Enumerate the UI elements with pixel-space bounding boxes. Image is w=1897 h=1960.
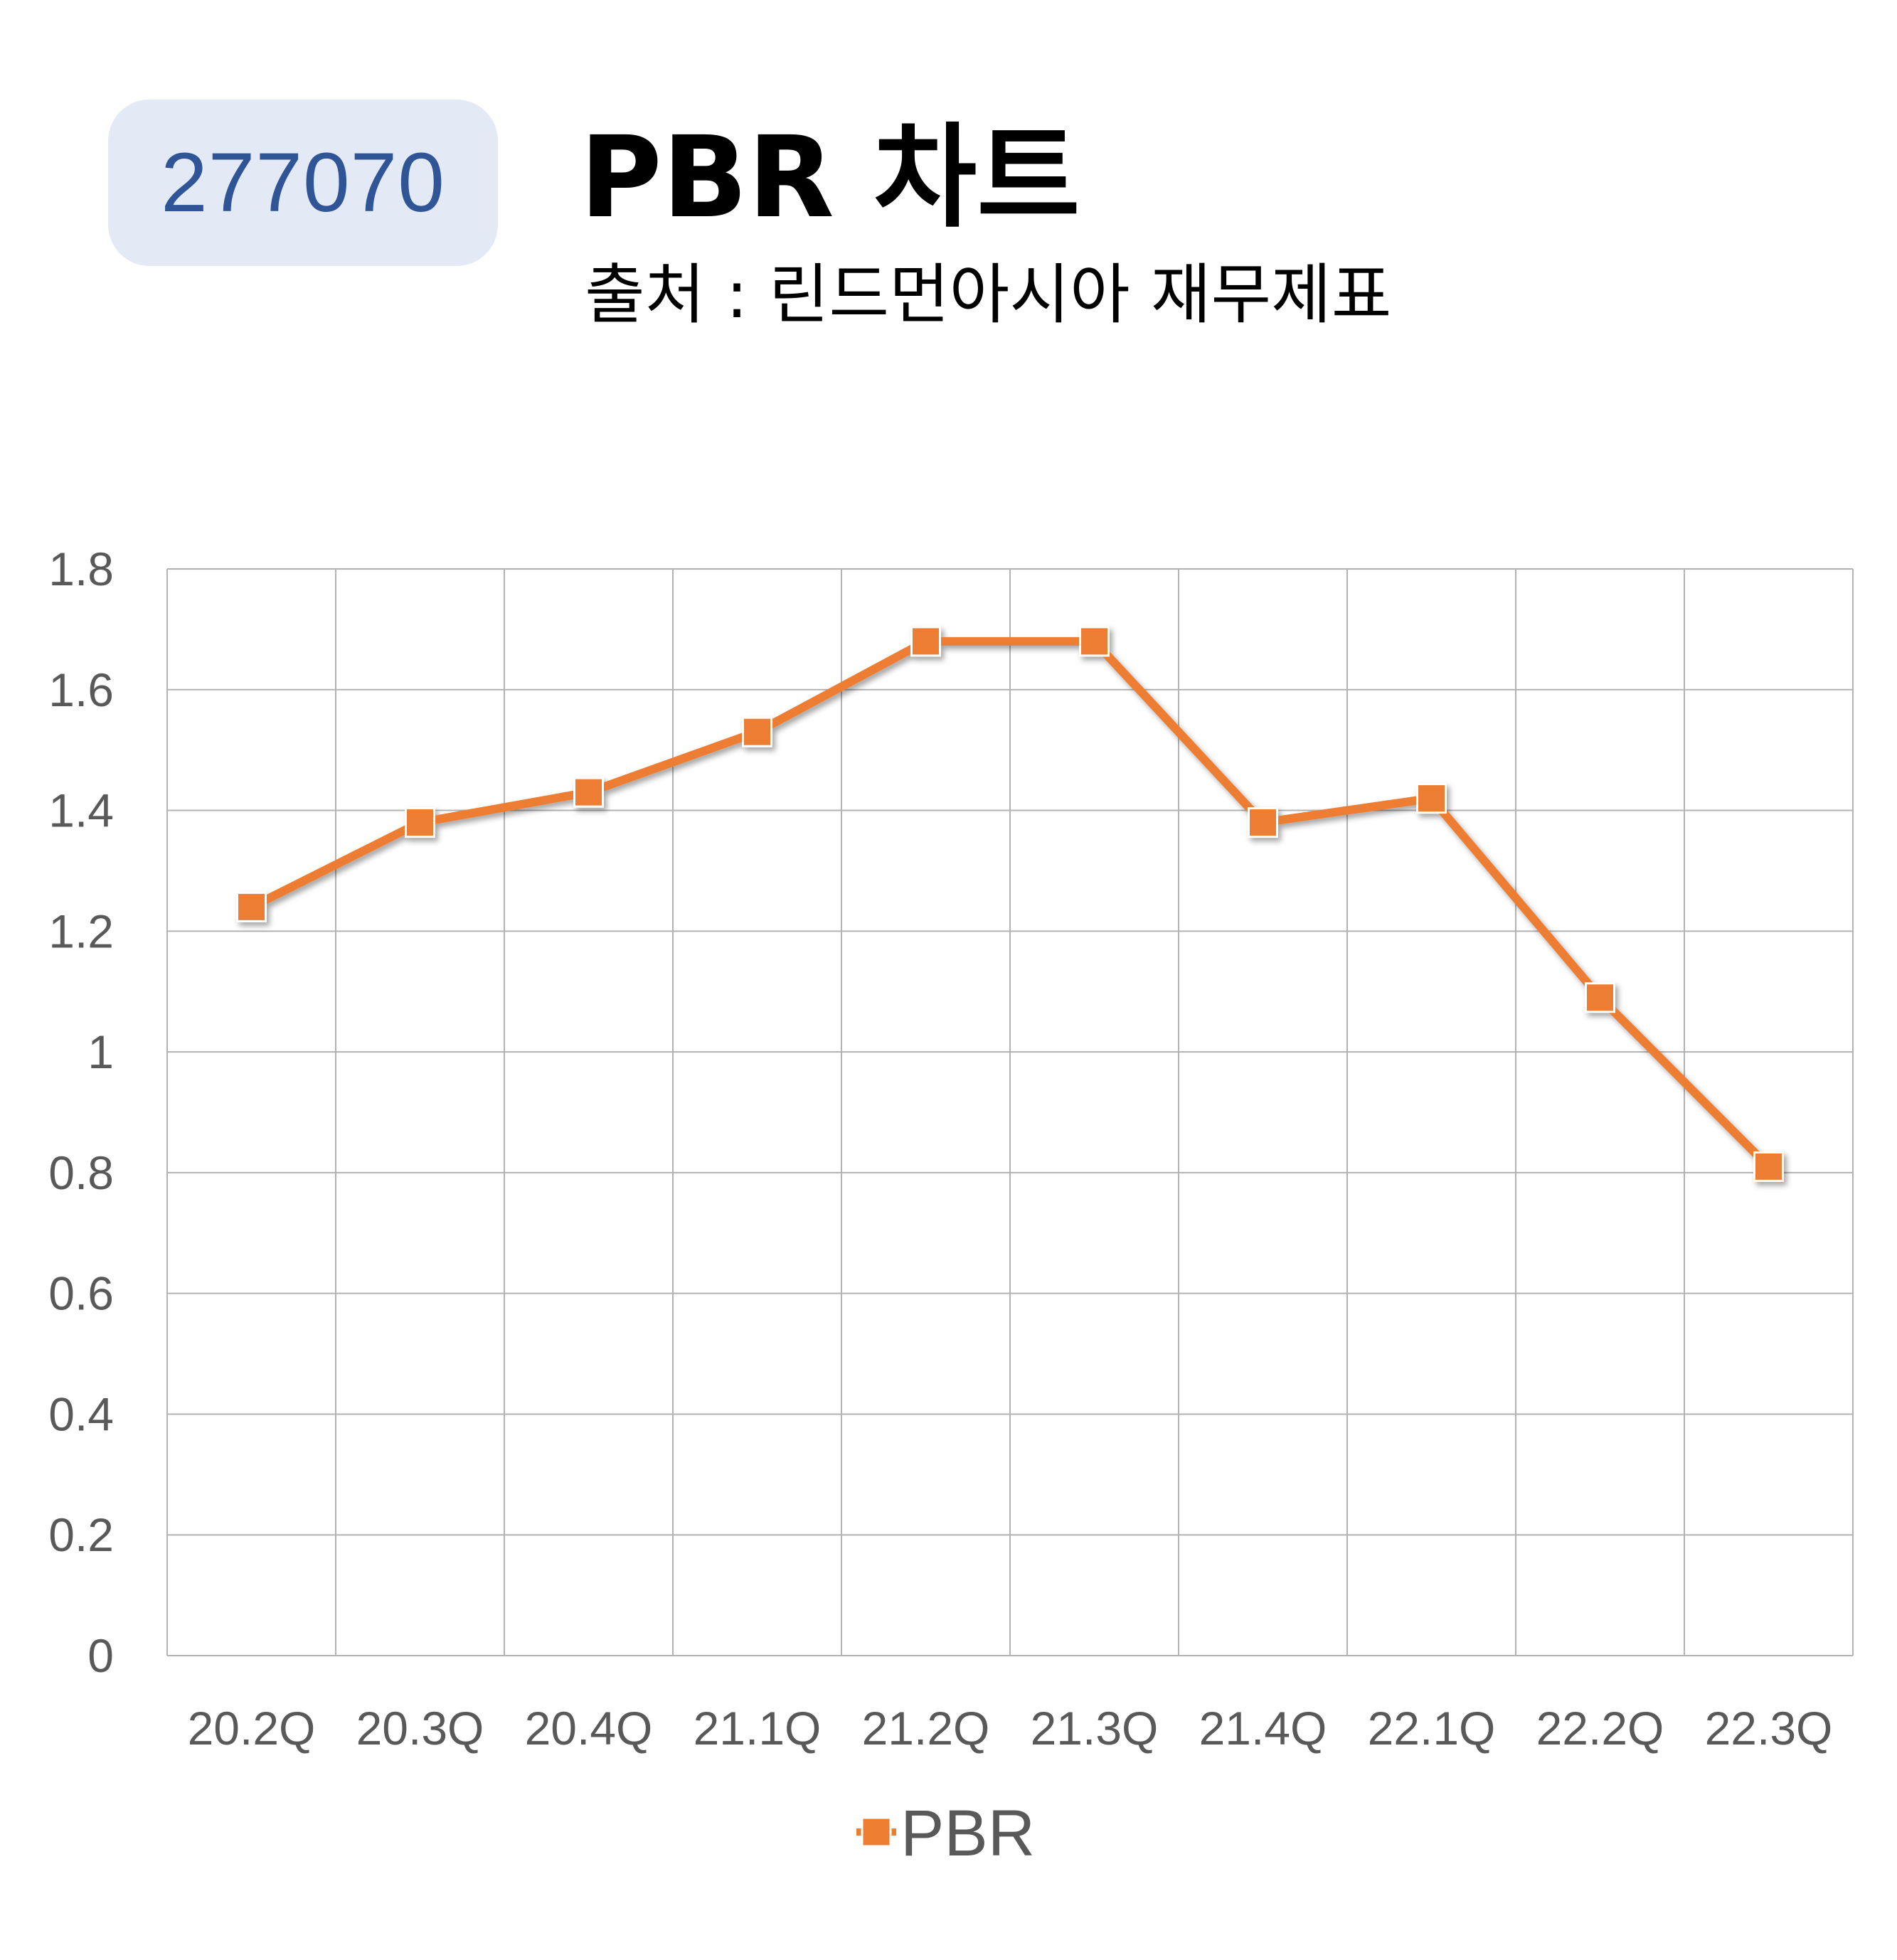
data-point-marker — [1585, 982, 1615, 1013]
y-tick-label: 0.2 — [48, 1508, 114, 1561]
y-tick-label: 0.4 — [48, 1388, 114, 1440]
x-tick-label: 22.1Q — [1368, 1702, 1496, 1754]
legend-marker — [861, 1816, 892, 1848]
chart-title: PBR 차트 — [580, 112, 1080, 243]
data-point-marker — [1753, 1151, 1784, 1182]
x-axis-ticks: 20.2Q 20.3Q 20.4Q 21.1Q 21.2Q 21.3Q 21.4Q 22.1Q… — [188, 1702, 1833, 1754]
x-tick-label: 21.3Q — [1031, 1702, 1159, 1754]
y-axis-ticks: 0 0.2 0.4 0.6 0.8 1 1.2 1.4 1.6 1.8 — [48, 543, 114, 1682]
data-point-marker — [742, 716, 772, 747]
x-tick-label: 21.1Q — [694, 1702, 822, 1754]
series-line-pbr — [249, 637, 1772, 1170]
chart-subtitle: 출처 : 린드먼아시아 재무제표 — [585, 257, 1392, 333]
x-tick-label: 20.4Q — [525, 1702, 653, 1754]
x-tick-label: 21.4Q — [1199, 1702, 1327, 1754]
y-tick-label: 1.2 — [48, 905, 114, 957]
stock-code-badge: 277070 — [108, 100, 498, 266]
data-point-marker — [910, 626, 941, 657]
y-tick-label: 1.8 — [48, 543, 114, 595]
legend-label: PBR — [900, 1797, 1035, 1870]
data-point-marker — [1416, 783, 1447, 814]
data-point-marker — [1079, 626, 1110, 657]
y-tick-label: 0 — [87, 1629, 114, 1682]
y-tick-label: 1.6 — [48, 664, 114, 716]
series-pbr — [236, 626, 1784, 1182]
data-point-marker — [405, 807, 435, 838]
legend: PBR — [856, 1797, 1035, 1870]
grid-lines — [166, 568, 1854, 1656]
x-tick-label: 22.3Q — [1705, 1702, 1833, 1754]
y-tick-label: 0.6 — [48, 1267, 114, 1320]
x-tick-label: 22.2Q — [1536, 1702, 1664, 1754]
y-tick-label: 1 — [87, 1026, 114, 1078]
x-tick-label: 21.2Q — [862, 1702, 990, 1754]
data-point-marker — [236, 891, 267, 922]
x-tick-label: 20.3Q — [356, 1702, 484, 1754]
x-tick-label: 20.2Q — [188, 1702, 316, 1754]
y-tick-label: 1.4 — [48, 784, 114, 837]
y-tick-label: 0.8 — [48, 1146, 114, 1199]
data-point-marker — [573, 777, 604, 808]
data-point-marker — [1248, 807, 1278, 838]
